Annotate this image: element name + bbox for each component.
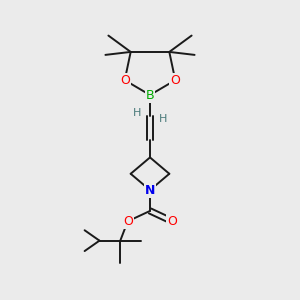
Text: O: O [120,74,130,87]
Text: N: N [145,184,155,196]
Text: H: H [159,114,168,124]
Text: H: H [132,108,141,118]
Text: O: O [123,215,133,228]
Text: B: B [146,88,154,101]
Text: O: O [167,215,177,228]
Text: O: O [170,74,180,87]
